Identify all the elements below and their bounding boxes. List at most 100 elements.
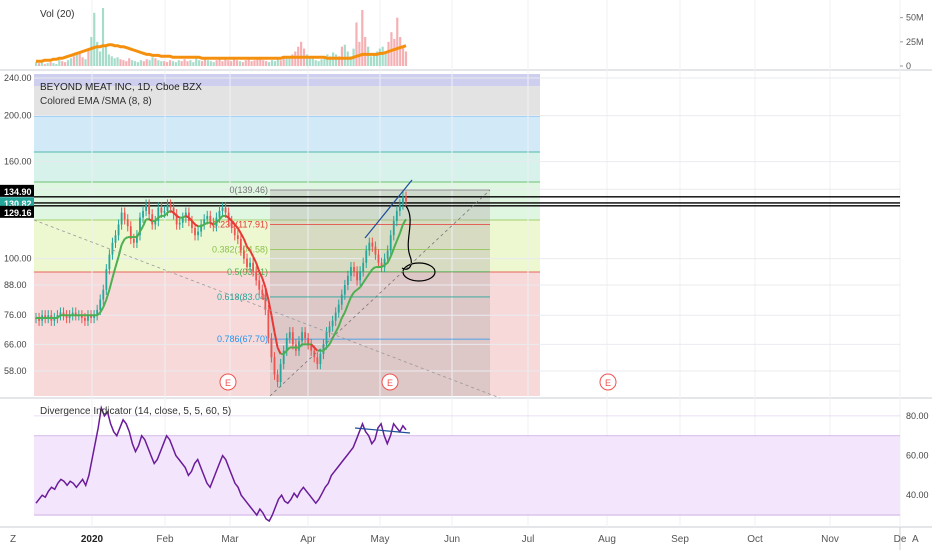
grid-lines: [34, 0, 901, 527]
price-tick-label: 76.00: [4, 310, 27, 320]
ema-line-segment: [353, 288, 358, 293]
ema-line-segment: [157, 215, 162, 219]
candle-body: [38, 317, 40, 321]
ema-line-segment: [194, 223, 199, 228]
ema-line-segment: [350, 291, 355, 298]
ema-line-segment: [392, 240, 398, 249]
ema-line-segment: [170, 210, 175, 214]
ema-line-segment: [117, 244, 123, 257]
volume-ma-line: [36, 43, 407, 63]
ema-line-segment: [402, 218, 407, 225]
candle-body: [53, 317, 56, 321]
corner-left-label[interactable]: Z: [10, 534, 16, 545]
ema-line-segment: [120, 238, 126, 246]
volume-bar: [46, 63, 49, 66]
volume-bar: [314, 60, 317, 66]
candle-body: [172, 207, 175, 215]
ema-line-segment: [325, 343, 331, 349]
ema-line-segment: [148, 218, 153, 222]
price-tick-label: 160.00: [4, 157, 32, 167]
volume-bar: [66, 60, 70, 66]
candle-body: [273, 357, 276, 375]
ema-line-segment: [261, 277, 267, 288]
volume-bar: [209, 61, 212, 66]
volume-bar: [81, 57, 84, 66]
volume-bar: [378, 48, 381, 66]
volume-bar: [387, 41, 390, 66]
volume-bar: [399, 37, 402, 66]
price-tick-label: 66.00: [4, 339, 27, 349]
candle-body: [114, 235, 117, 243]
candle-body: [282, 350, 285, 365]
candle-body: [359, 271, 362, 281]
candle-body: [105, 269, 108, 290]
candle-body: [389, 235, 392, 251]
candle-body: [334, 312, 337, 321]
volume-bar: [300, 41, 303, 66]
volume-bar: [40, 61, 43, 66]
volume-bar: [230, 61, 233, 66]
ema-line-segment: [243, 238, 248, 247]
volume-bar: [52, 63, 55, 66]
volume-bar: [113, 58, 116, 66]
axes: 2020 Feb Mar Apr May Jun Jul Aug Sep Oct Nov De 50M 2…: [0, 13, 929, 545]
candle-body: [181, 217, 184, 223]
candle-body: [74, 312, 77, 316]
ema-line-segment: [191, 220, 196, 226]
volume-bar: [171, 61, 175, 66]
candle-body: [398, 204, 401, 211]
candle-body: [218, 210, 221, 218]
earnings-marker: [599, 373, 617, 391]
osc-tick-label: 60.00: [906, 451, 929, 461]
volume-bar: [131, 60, 134, 66]
candle-body: [392, 221, 395, 236]
candle-body: [135, 235, 138, 243]
volume-bar: [49, 62, 52, 66]
candle-body: [62, 312, 65, 316]
ema-line-segment: [188, 216, 193, 222]
corner-right-label[interactable]: A: [912, 534, 919, 545]
ema-line-segment: [298, 343, 303, 349]
candle-body: [206, 215, 209, 220]
candle-body: [386, 250, 389, 259]
ema-line-segment: [142, 218, 147, 227]
volume-bar: [180, 61, 183, 66]
oscillator-panel: [34, 405, 900, 523]
volume-title: Vol (20): [40, 9, 74, 20]
fib-level-label: 0.236(117.91): [213, 220, 268, 230]
volume-bar: [136, 62, 140, 66]
volume-bar: [285, 57, 288, 66]
volume-bar: [247, 59, 250, 66]
candle-body: [224, 207, 227, 213]
candle-body: [99, 299, 102, 310]
volume-bar: [253, 60, 256, 66]
volume-bar: [90, 37, 93, 66]
volume-bar: [84, 59, 87, 66]
volume-bar: [177, 60, 180, 66]
candle-body: [148, 204, 151, 215]
candle-body: [90, 315, 92, 318]
volume-bar: [311, 58, 314, 66]
volume-bar: [372, 54, 376, 66]
volume-bar: [396, 17, 399, 67]
volume-bar: [375, 51, 378, 66]
ema-line-segment: [240, 232, 245, 240]
price-marker-box: [0, 205, 34, 218]
volume-bar: [203, 59, 207, 66]
volume-bar: [78, 52, 81, 66]
volume-bar: [256, 58, 259, 66]
volume-bar: [192, 62, 195, 66]
candle-body: [71, 312, 74, 316]
ema-line-segment: [203, 221, 208, 226]
ema-line-segment: [200, 223, 205, 228]
candle-body: [307, 338, 310, 345]
candle-body: [117, 224, 120, 236]
ema-line-segment: [218, 215, 224, 220]
volume-bar: [200, 61, 204, 66]
volume-panel: [34, 8, 408, 67]
volume-bar: [355, 22, 358, 66]
candle-body: [402, 196, 404, 205]
candle-body: [264, 294, 267, 310]
candle-body: [340, 294, 343, 305]
